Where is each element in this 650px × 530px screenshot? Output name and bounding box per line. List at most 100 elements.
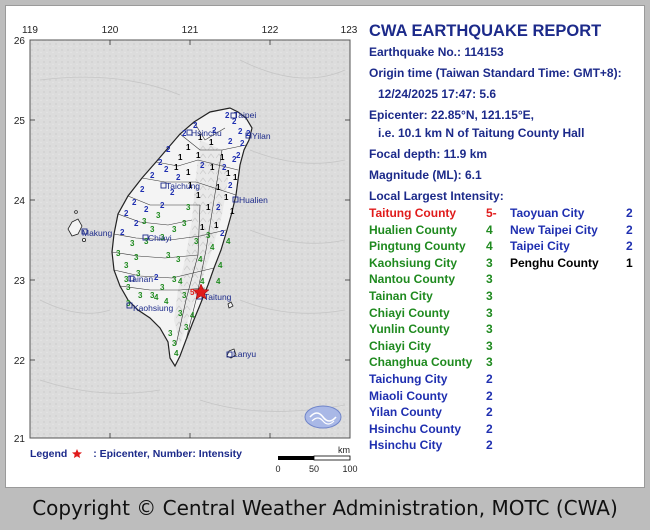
svg-text:4: 4 — [226, 237, 231, 246]
svg-text:3: 3 — [166, 251, 171, 260]
svg-text:2: 2 — [232, 117, 237, 126]
svg-text:3: 3 — [116, 249, 121, 258]
svg-text:2: 2 — [225, 111, 230, 120]
svg-text:3: 3 — [206, 231, 211, 240]
svg-text:1: 1 — [209, 138, 214, 147]
latitude-labels: 26 25 24 23 22 21 — [14, 36, 26, 445]
svg-text:3: 3 — [144, 237, 149, 246]
svg-text:2: 2 — [166, 145, 171, 154]
svg-text:1: 1 — [230, 207, 235, 216]
earthquake-map: 119 120 121 122 123 26 25 24 23 22 21 11… — [14, 25, 358, 474]
focal-depth: Focal depth: 11.9 km — [369, 147, 488, 161]
svg-text:3: 3 — [156, 211, 161, 220]
intensity-row-right-value: 2 — [626, 239, 633, 254]
svg-text:1: 1 — [200, 223, 205, 232]
intensity-row-right-name: Taoyuan City — [510, 206, 585, 220]
intensity-row-left-value: 3 — [486, 355, 493, 370]
svg-text:1: 1 — [206, 203, 211, 212]
svg-text:3: 3 — [126, 283, 131, 292]
svg-text:1: 1 — [196, 151, 201, 160]
epicenter-intensity-label: 5- — [190, 288, 197, 297]
svg-text:3: 3 — [126, 299, 131, 308]
svg-text:3: 3 — [182, 291, 187, 300]
origin-time-value: 12/24/2025 17:47: 5.6 — [378, 87, 497, 101]
svg-text:3: 3 — [178, 309, 183, 318]
svg-text:3: 3 — [142, 217, 147, 226]
lon-tick-label: 123 — [341, 25, 358, 36]
intensity-row-left-value: 5- — [486, 206, 497, 220]
intensity-row-right-name: Penghu County — [510, 255, 599, 270]
svg-text:4: 4 — [210, 243, 215, 252]
origin-time-label: Origin time (Taiwan Standard Time: GMT+8… — [369, 66, 622, 80]
svg-text:2: 2 — [232, 155, 237, 164]
intensity-row-left-name: Chiayi City — [369, 338, 432, 353]
svg-text:2: 2 — [150, 171, 155, 180]
magnitude: Magnitude (ML): 6.1 — [369, 168, 482, 182]
svg-text:4: 4 — [154, 293, 159, 302]
svg-text:2: 2 — [200, 161, 205, 170]
svg-text:1: 1 — [186, 143, 191, 152]
svg-text:2: 2 — [154, 273, 159, 282]
lat-tick-label: 23 — [14, 276, 26, 287]
svg-text:4: 4 — [164, 297, 169, 306]
footer: Copyright © Central Weather Administrati… — [0, 488, 650, 530]
city-labels: Taipei Yilan Hsinchu Taichung Hualien Ma… — [82, 110, 271, 359]
svg-text:1: 1 — [226, 169, 231, 178]
longitude-labels: 119 120 121 122 123 — [22, 25, 358, 36]
svg-text:4: 4 — [216, 277, 221, 286]
lat-tick-label: 22 — [14, 356, 26, 367]
svg-text:1: 1 — [214, 221, 219, 230]
intensity-row-left-value: 3 — [486, 305, 493, 320]
svg-text:2: 2 — [124, 209, 129, 218]
map-grid-ticks — [30, 40, 350, 438]
svg-text:2: 2 — [246, 129, 251, 138]
city-label-taipei: Taipei — [234, 110, 256, 120]
city-label-lanyu: Lanyu — [233, 349, 256, 359]
legend-label: Legend — [30, 448, 68, 460]
scale-tick-label: 100 — [342, 464, 357, 474]
svg-text:1: 1 — [196, 191, 201, 200]
svg-text:1: 1 — [224, 193, 229, 202]
intensity-row-left-name: Taitung County — [369, 206, 457, 220]
svg-text:1: 1 — [186, 168, 191, 177]
svg-text:2: 2 — [236, 151, 241, 160]
legend-description: : Epicenter, Number: Intensity — [93, 448, 242, 460]
penghu-islands — [67, 210, 87, 242]
intensity-row-right-name: New Taipei City — [510, 222, 598, 237]
city-label-kaohsiung: Kaohsiung — [133, 303, 173, 313]
svg-text:4: 4 — [178, 277, 183, 286]
scale-bar: 0 50 100 km — [275, 445, 357, 474]
intensity-row-left-name: Chiayi County — [369, 305, 450, 320]
copyright-text: Copyright © Central Weather Administrati… — [32, 496, 618, 520]
svg-text:3: 3 — [182, 219, 187, 228]
city-markers — [81, 112, 252, 358]
city-label-hualien: Hualien — [239, 195, 268, 205]
city-label-hsinchu: Hsinchu — [191, 128, 222, 138]
intensity-row-left-value: 3 — [486, 289, 493, 303]
scale-tick-label: 0 — [275, 464, 280, 474]
svg-text:4: 4 — [174, 349, 179, 358]
svg-text:1: 1 — [188, 181, 193, 190]
svg-text:1: 1 — [174, 163, 179, 172]
svg-text:2: 2 — [158, 158, 163, 167]
intensity-row-left-name: Nantou County — [369, 272, 455, 287]
report-title: CWA EARTHQUAKE REPORT — [369, 22, 602, 40]
svg-text:1: 1 — [178, 153, 183, 162]
svg-text:2: 2 — [134, 219, 139, 228]
lat-tick-label: 25 — [14, 116, 26, 127]
svg-text:2: 2 — [144, 205, 149, 214]
svg-text:3: 3 — [124, 261, 129, 270]
city-label-tainan: Tainan — [128, 274, 153, 284]
intensity-row-left-name: Hualien County — [369, 222, 458, 237]
lon-tick-label: 120 — [102, 25, 119, 36]
intensity-row-left-value: 3 — [486, 255, 493, 270]
svg-text:2: 2 — [132, 198, 137, 207]
green-island — [227, 301, 234, 309]
svg-text:3: 3 — [134, 253, 139, 262]
scale-unit-label: km — [338, 445, 350, 455]
intensity-row-left-value: 4 — [486, 239, 493, 254]
svg-text:2: 2 — [140, 185, 145, 194]
svg-text:2: 2 — [228, 137, 233, 146]
city-label-yilan: Yilan — [252, 131, 271, 141]
